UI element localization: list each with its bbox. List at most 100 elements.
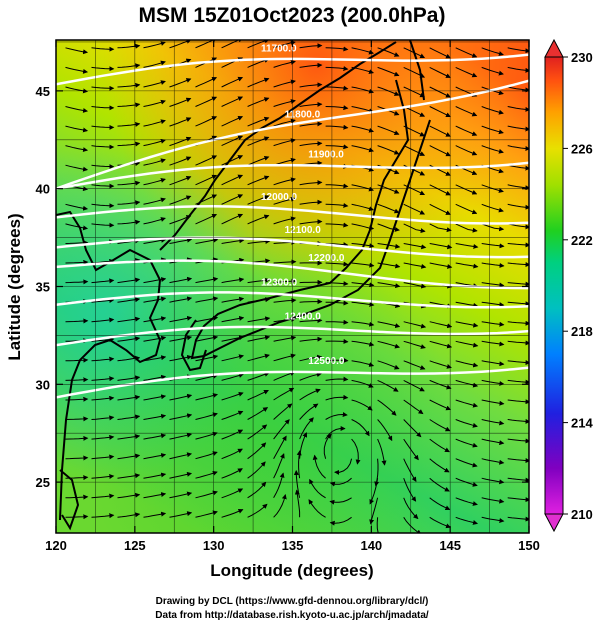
- wind-streamline: [325, 426, 346, 440]
- wind-streamline: [273, 371, 296, 381]
- wind-streamline: [299, 432, 308, 459]
- wind-streamline: [65, 203, 89, 211]
- wind-streamline: [455, 458, 478, 468]
- wind-streamline: [143, 178, 166, 186]
- wind-streamline: [293, 469, 301, 498]
- wind-streamline: [507, 106, 529, 112]
- wind-streamline: [221, 488, 244, 499]
- wind-streamline: [403, 86, 426, 98]
- wind-streamline: [377, 419, 393, 442]
- wind-streamline: [351, 301, 375, 307]
- wind-streamline: [455, 125, 478, 136]
- wind-streamline: [329, 516, 352, 526]
- wind-streamline: [455, 203, 478, 215]
- wind-streamline: [325, 319, 349, 325]
- coastlines: [56, 40, 431, 531]
- wind-streamline: [507, 360, 529, 366]
- wind-streamline: [329, 477, 352, 487]
- wind-streamline: [374, 458, 380, 487]
- wind-streamline: [65, 223, 89, 231]
- wind-streamline: [481, 145, 504, 154]
- wind-streamline: [481, 223, 505, 232]
- wind-streamline: [309, 478, 326, 499]
- wind-streamline: [247, 155, 270, 166]
- wind-streamline: [169, 452, 193, 460]
- wind-streamline: [221, 40, 244, 49]
- contour-label: 12400.0: [285, 312, 322, 323]
- wind-streamline: [169, 354, 193, 362]
- wind-streamline: [221, 410, 244, 420]
- wind-streamline: [273, 453, 285, 479]
- wind-streamline: [247, 175, 270, 186]
- wind-streamline: [169, 335, 193, 342]
- wind-streamline: [377, 438, 387, 466]
- wind-streamline: [247, 481, 267, 499]
- wind-streamline: [351, 282, 375, 288]
- wind-streamline: [429, 66, 451, 78]
- wind-streamline: [65, 47, 89, 55]
- wind-streamline: [247, 371, 270, 381]
- wind-streamline: [169, 40, 192, 49]
- wind-streamline: [221, 391, 244, 401]
- wind-streamline: [429, 106, 451, 118]
- wind-streamline: [481, 379, 505, 386]
- wind-streamline: [507, 47, 529, 54]
- contour-label: 11900.0: [308, 150, 344, 161]
- wind-streamline: [481, 438, 505, 446]
- wind-streamline: [117, 297, 141, 303]
- wind-streamline: [117, 375, 141, 381]
- wind-streamline: [403, 419, 422, 438]
- wind-streamline: [325, 412, 348, 420]
- wind-streamline: [507, 418, 529, 424]
- wind-streamline: [221, 155, 244, 166]
- wind-streamline: [273, 472, 285, 499]
- wind-streamline: [429, 145, 451, 157]
- wind-streamline: [273, 419, 290, 440]
- wind-streamline: [65, 66, 89, 74]
- wind-streamline: [273, 493, 287, 518]
- contour-label: 12300.0: [261, 277, 298, 288]
- wind-streamline: [455, 66, 478, 78]
- coastline-taiwan: [59, 469, 80, 531]
- wind-streamline: [325, 222, 349, 228]
- wind-streamline: [507, 379, 529, 385]
- wind-streamline: [312, 454, 326, 479]
- colorbar-gradient: [544, 56, 564, 515]
- wind-streamline: [273, 278, 297, 284]
- wind-streamline: [65, 514, 89, 520]
- wind-streamline: [455, 321, 479, 328]
- wind-streamline: [169, 136, 192, 147]
- wind-streamline: [143, 472, 167, 479]
- wind-streamline: [65, 279, 89, 285]
- wind-streamline: [351, 379, 374, 388]
- wind-streamline: [481, 106, 504, 115]
- x-axis: 120 125 130 135 140 145 150: [45, 40, 540, 553]
- wind-streamline: [117, 316, 141, 323]
- credit-line-1: Drawing by DCL (https://www.gfd-dennou.o…: [156, 596, 429, 607]
- wind-streamline: [377, 125, 400, 135]
- coastline-sakhalin: [409, 40, 425, 101]
- wind-streamline: [273, 353, 296, 362]
- wind-streamline: [221, 448, 243, 460]
- wind-streamline: [143, 316, 167, 323]
- wind-streamline: [455, 399, 479, 408]
- wind-streamline: [403, 203, 426, 215]
- wind-streamline: [117, 82, 141, 88]
- wind-streamline: [351, 321, 375, 327]
- wind-streamline: [247, 461, 266, 479]
- wind-streamline: [351, 438, 361, 465]
- wind-streamline: [65, 416, 89, 422]
- wind-streamline: [117, 200, 141, 206]
- wind-streamline: [117, 453, 141, 460]
- wind-streamline: [299, 372, 322, 381]
- wind-streamline: [351, 184, 374, 192]
- wind-streamline: [143, 119, 166, 127]
- wind-streamline: [117, 63, 141, 69]
- wind-streamline: [429, 243, 453, 250]
- wind-streamline: [143, 237, 167, 244]
- wind-streamline: [65, 106, 89, 113]
- wind-streamline: [507, 203, 529, 210]
- wind-streamline: [403, 458, 417, 483]
- wind-streamline: [325, 338, 349, 344]
- wind-streamline: [65, 377, 89, 383]
